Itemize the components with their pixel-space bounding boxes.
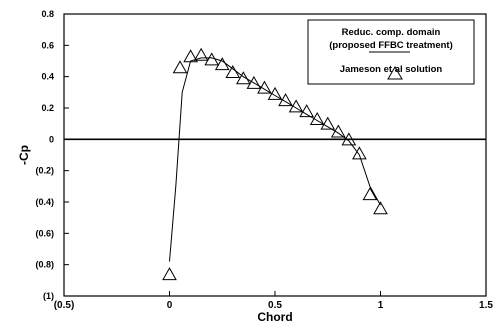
- triangle-marker: [225, 64, 241, 78]
- x-tick-label: 0.5: [268, 300, 282, 311]
- triangle-marker: [299, 104, 315, 118]
- y-axis-label: -Cp: [17, 145, 31, 165]
- y-tick-label: 0.2: [41, 103, 54, 113]
- triangle-marker: [267, 86, 283, 100]
- y-axis-ticks: 0.8 0.6 0.4 0.2 0 (0.2) (0.4) (0.6) (0.8) (1): [35, 9, 69, 301]
- x-axis-ticks: (0.5) 0 0.5 1 1.5: [54, 291, 493, 311]
- triangle-marker: [204, 52, 220, 66]
- triangle-marker: [214, 57, 230, 71]
- triangle-marker: [320, 116, 336, 130]
- triangle-marker: [352, 146, 367, 160]
- x-tick-label: 1: [378, 300, 384, 311]
- triangle-marker: [278, 93, 293, 107]
- legend-triangle-icon: [387, 66, 403, 80]
- y-tick-label: (1): [43, 291, 54, 301]
- x-tick-label: 0: [167, 300, 173, 311]
- series-markers-jameson: [162, 47, 388, 281]
- legend-marker-label: Jameson et al solution: [340, 64, 443, 75]
- y-tick-label: (0.2): [35, 166, 54, 176]
- triangle-marker: [162, 267, 177, 281]
- triangle-marker: [193, 47, 209, 61]
- y-tick-label: (0.4): [35, 197, 54, 207]
- triangle-marker: [288, 99, 304, 113]
- x-tick-label: (0.5): [54, 300, 75, 311]
- triangle-marker: [257, 80, 272, 94]
- legend: Reduc. comp. domain (proposed FFBC treat…: [307, 19, 475, 85]
- triangle-marker: [235, 71, 251, 85]
- triangle-marker: [362, 187, 378, 201]
- x-axis-label: Chord: [257, 310, 292, 324]
- triangle-marker: [330, 124, 346, 138]
- triangle-marker: [309, 111, 325, 125]
- y-tick-label: 0.6: [41, 40, 54, 50]
- triangle-marker: [341, 132, 357, 146]
- y-tick-label: 0.4: [41, 72, 54, 82]
- y-tick-label: 0.8: [41, 9, 54, 19]
- y-tick-label: (0.8): [35, 260, 54, 270]
- legend-line-label-2: (proposed FFBC treatment): [329, 40, 453, 51]
- x-tick-label: 1.5: [479, 300, 493, 311]
- triangle-marker: [373, 201, 388, 215]
- triangle-marker: [172, 60, 188, 74]
- triangle-marker: [183, 49, 198, 63]
- triangle-marker: [246, 75, 262, 89]
- legend-line-label-1: Reduc. comp. domain: [342, 27, 441, 38]
- y-tick-label: (0.6): [35, 228, 54, 238]
- y-tick-label: 0: [49, 134, 54, 144]
